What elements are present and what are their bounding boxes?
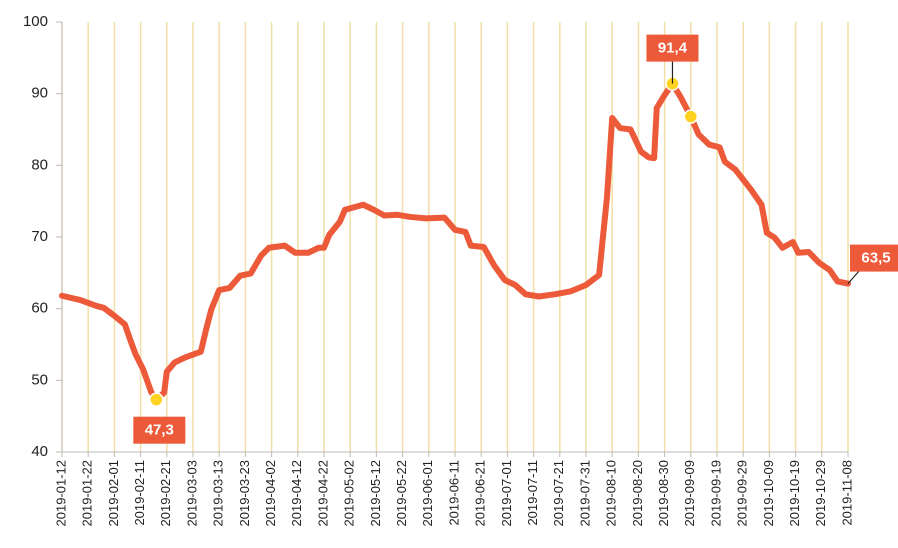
x-tick-label: 2019-05-02 bbox=[342, 460, 357, 527]
x-tick-label: 2019-01-12 bbox=[53, 460, 68, 527]
x-tick-label: 2019-08-10 bbox=[604, 460, 619, 527]
x-tick-label: 2019-10-09 bbox=[761, 460, 776, 527]
y-tick-label: 80 bbox=[31, 156, 48, 173]
x-tick-label: 2019-08-30 bbox=[656, 460, 671, 527]
x-tick-label: 2019-07-11 bbox=[525, 460, 540, 526]
callout-label: 47,3 bbox=[145, 422, 174, 439]
callout-box bbox=[646, 34, 699, 62]
y-tick-label: 50 bbox=[31, 371, 48, 388]
y-tick-label: 40 bbox=[31, 443, 48, 460]
x-tick-label: 2019-01-22 bbox=[80, 460, 95, 527]
x-tick-label: 2019-04-22 bbox=[315, 460, 330, 527]
x-tick-label: 2019-10-19 bbox=[787, 460, 802, 527]
x-tick-label: 2019-09-09 bbox=[682, 460, 697, 527]
callout-box bbox=[133, 416, 186, 444]
x-tick-label: 2019-04-12 bbox=[289, 460, 304, 527]
x-tick-label: 2019-06-21 bbox=[473, 460, 488, 527]
x-tick-label: 2019-05-22 bbox=[394, 460, 409, 527]
callout-label: 63,5 bbox=[861, 250, 890, 267]
x-tick-label: 2019-02-11 bbox=[132, 460, 147, 526]
x-tick-label: 2019-11-08 bbox=[839, 460, 854, 526]
x-tick-label: 2019-06-11 bbox=[446, 460, 461, 526]
x-tick-label: 2019-08-20 bbox=[630, 460, 645, 527]
x-tick-label: 2019-05-12 bbox=[368, 460, 383, 527]
highlight-dot bbox=[683, 109, 699, 124]
callout-label: 91,4 bbox=[658, 40, 688, 57]
x-tick-label: 2019-04-02 bbox=[263, 460, 278, 527]
x-tick-label: 2019-06-01 bbox=[420, 460, 435, 527]
x-tick-label: 2019-02-21 bbox=[158, 460, 173, 527]
line-series bbox=[59, 80, 851, 403]
x-tick-label: 2019-10-29 bbox=[813, 460, 828, 527]
y-tick-label: 90 bbox=[31, 85, 48, 102]
x-tick-label: 2019-03-23 bbox=[237, 460, 252, 527]
x-tick-label: 2019-07-21 bbox=[551, 460, 566, 527]
x-tick-label: 2019-03-03 bbox=[184, 460, 199, 527]
x-tick-label: 2019-03-13 bbox=[211, 460, 226, 527]
x-tick-label: 2019-09-29 bbox=[735, 460, 750, 527]
y-tick-label: 100 bbox=[23, 13, 48, 30]
callout-box bbox=[850, 244, 898, 272]
x-tick-label: 2019-02-01 bbox=[106, 460, 121, 527]
y-tick-label: 60 bbox=[31, 300, 48, 317]
highlight-dot bbox=[149, 392, 164, 407]
x-tick-label: 2019-07-01 bbox=[499, 460, 514, 527]
x-tick-label: 2019-09-19 bbox=[708, 460, 723, 527]
x-tick-label: 2019-07-31 bbox=[577, 460, 592, 527]
y-tick-label: 70 bbox=[31, 228, 48, 245]
